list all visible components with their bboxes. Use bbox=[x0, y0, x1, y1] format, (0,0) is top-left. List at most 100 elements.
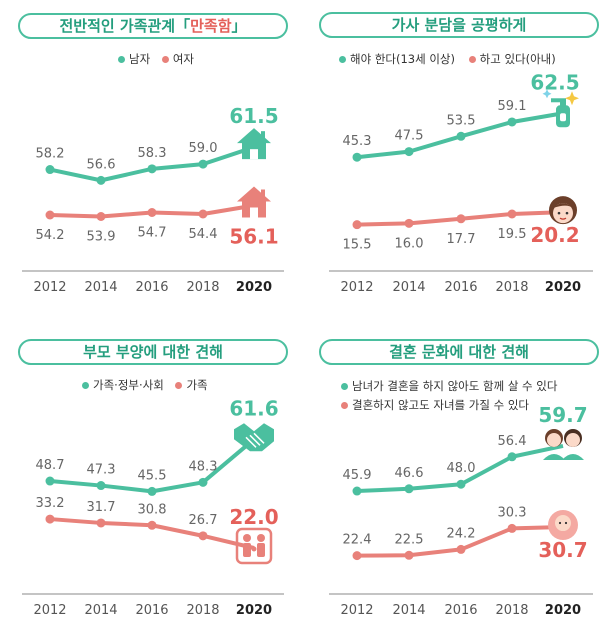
final-value-label: 20.2 bbox=[530, 223, 579, 247]
x-tick-label: 2016 bbox=[135, 280, 168, 295]
person-head bbox=[243, 534, 251, 542]
legend-dot bbox=[339, 56, 346, 63]
bottle-neck bbox=[560, 98, 566, 107]
chart-title: 부모 부양에 대한 견해 bbox=[18, 339, 288, 365]
final-value-label: 62.5 bbox=[530, 70, 579, 94]
data-point bbox=[404, 147, 414, 157]
chart-panel-family-satisfaction: 전반적인 가족관계「만족함」 남자 여자 bbox=[0, 0, 306, 317]
data-point bbox=[198, 209, 208, 219]
data-point bbox=[404, 484, 414, 494]
face bbox=[566, 432, 580, 447]
data-point bbox=[45, 476, 55, 486]
data-label: 46.6 bbox=[395, 466, 424, 481]
chart-panel-marriage-culture: 결혼 문화에 대한 견해 남녀가 결혼을 하지 않아도 함께 살 수 있다 결혼… bbox=[307, 317, 613, 634]
data-label: 53.9 bbox=[87, 230, 116, 245]
data-point bbox=[147, 520, 157, 530]
face bbox=[547, 432, 561, 447]
x-tick-label: 2020 bbox=[545, 603, 581, 618]
legend-label: 남녀가 결혼을 하지 않아도 함께 살 수 있다 bbox=[352, 379, 558, 393]
legend-label: 가족 bbox=[186, 378, 208, 392]
sparkle bbox=[565, 91, 579, 106]
data-point bbox=[456, 214, 466, 224]
x-tick-label: 2020 bbox=[236, 280, 272, 295]
data-point bbox=[507, 452, 517, 462]
data-label: 33.2 bbox=[36, 496, 65, 511]
x-tick-label: 2018 bbox=[495, 280, 528, 295]
chart-title-part: 전반적인 가족관계「 bbox=[59, 17, 191, 35]
legend: 가족·정부·사회 가족 bbox=[82, 377, 208, 393]
couple-icon bbox=[543, 428, 584, 460]
data-label: 30.3 bbox=[498, 505, 527, 520]
data-point bbox=[404, 218, 414, 228]
data-label: 48.3 bbox=[189, 459, 218, 474]
data-point bbox=[45, 514, 55, 524]
data-label: 59.0 bbox=[189, 141, 218, 156]
house-chimney bbox=[261, 131, 265, 140]
final-value-label: 30.7 bbox=[538, 538, 587, 562]
data-label: 30.8 bbox=[138, 502, 167, 517]
handshake-fingers bbox=[245, 432, 265, 448]
data-label: 22.4 bbox=[343, 533, 372, 548]
legend-dot bbox=[341, 402, 348, 409]
data-point bbox=[147, 486, 157, 496]
sparkle bbox=[542, 89, 552, 99]
data-label: 58.3 bbox=[138, 146, 167, 161]
body bbox=[543, 453, 565, 460]
house-door bbox=[250, 207, 258, 218]
final-value-label: 22.0 bbox=[229, 505, 278, 529]
legend-label: 하고 있다(아내) bbox=[479, 52, 556, 66]
data-label: 24.2 bbox=[447, 526, 476, 541]
data-label: 45.9 bbox=[343, 468, 372, 483]
data-label: 45.5 bbox=[138, 468, 167, 483]
data-point bbox=[352, 152, 362, 162]
final-value-label: 56.1 bbox=[229, 225, 278, 249]
data-point bbox=[352, 220, 362, 230]
legend-label: 결혼하지 않고도 자녀를 가질 수 있다 bbox=[352, 398, 529, 412]
legend: 남자 여자 bbox=[118, 51, 194, 67]
legend: 해야 한다(13세 이상) 하고 있다(아내) bbox=[339, 51, 556, 67]
data-point bbox=[456, 131, 466, 141]
legend-label: 남자 bbox=[129, 52, 151, 66]
chart-title-part: 」 bbox=[231, 17, 247, 35]
data-point bbox=[352, 486, 362, 496]
legend-dot bbox=[468, 56, 476, 63]
data-label: 19.5 bbox=[498, 227, 527, 242]
series-line bbox=[49, 437, 256, 494]
house-icon bbox=[237, 186, 271, 218]
x-tick-label: 2012 bbox=[340, 603, 373, 618]
baby-icon bbox=[548, 510, 578, 541]
handshake-icon bbox=[234, 423, 274, 452]
face bbox=[553, 203, 573, 224]
data-point bbox=[507, 209, 517, 219]
legend-dot bbox=[161, 56, 169, 63]
data-point bbox=[507, 117, 517, 127]
data-point bbox=[96, 518, 106, 528]
data-label: 58.2 bbox=[36, 147, 65, 162]
eye bbox=[558, 521, 562, 525]
family-icon bbox=[235, 527, 273, 565]
data-point bbox=[198, 159, 208, 169]
data-label: 26.7 bbox=[189, 513, 218, 528]
data-label: 15.5 bbox=[343, 238, 372, 253]
mouth bbox=[559, 217, 567, 220]
x-tick-label: 2014 bbox=[392, 603, 425, 618]
eye bbox=[565, 211, 569, 215]
x-tick-label: 2020 bbox=[236, 603, 272, 618]
bottle-nozzle bbox=[551, 98, 560, 103]
data-label: 59.1 bbox=[498, 99, 527, 114]
woman-face-icon bbox=[549, 196, 577, 225]
chart-title: 결혼 문화에 대한 견해 bbox=[319, 339, 599, 365]
x-tick-label: 2016 bbox=[444, 280, 477, 295]
data-label: 31.7 bbox=[87, 500, 116, 515]
data-label: 54.2 bbox=[36, 228, 65, 243]
data-point bbox=[456, 544, 466, 554]
house-chimney bbox=[261, 189, 265, 198]
data-label: 47.3 bbox=[87, 463, 116, 478]
legend-dot bbox=[82, 382, 89, 389]
data-point bbox=[456, 479, 466, 489]
data-point bbox=[45, 165, 55, 175]
data-label: 16.0 bbox=[395, 236, 424, 251]
data-point bbox=[147, 164, 157, 174]
face bbox=[555, 515, 571, 532]
